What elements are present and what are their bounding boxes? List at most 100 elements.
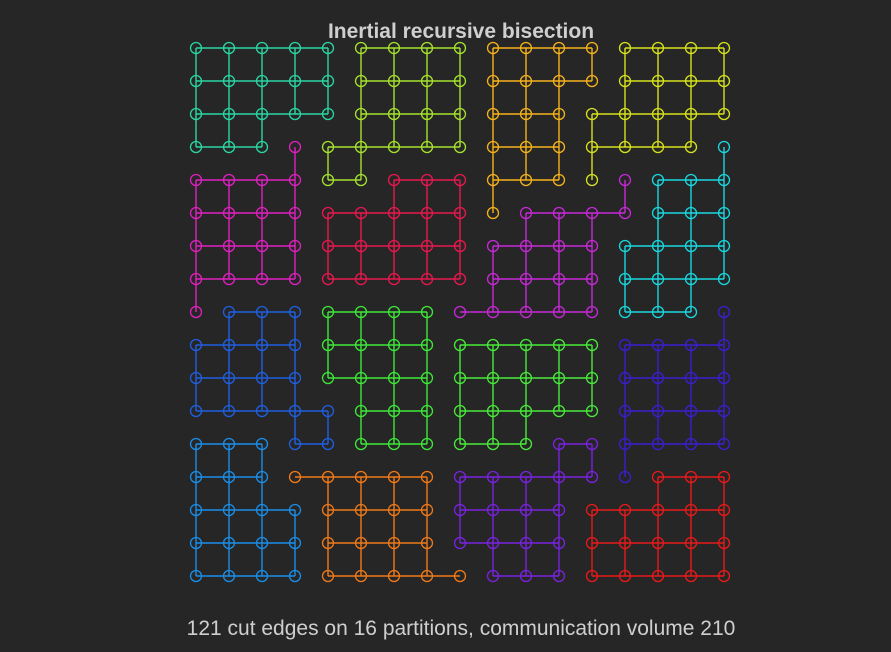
mesh-node [222, 371, 236, 385]
mesh-node [717, 371, 731, 385]
mesh-node [684, 239, 698, 253]
mesh-node [585, 569, 599, 583]
mesh-node [651, 503, 665, 517]
mesh-node [486, 305, 500, 319]
mesh-node [354, 437, 368, 451]
mesh-node [354, 470, 368, 484]
mesh-node [321, 272, 335, 286]
mesh-node [486, 569, 500, 583]
mesh-node [651, 470, 665, 484]
mesh-node [189, 173, 203, 187]
mesh-node [486, 536, 500, 550]
mesh-node [387, 404, 401, 418]
mesh-node [585, 470, 599, 484]
mesh-node [189, 305, 203, 319]
mesh-node [288, 272, 302, 286]
mesh-node [387, 41, 401, 55]
mesh-node [486, 371, 500, 385]
mesh-node [453, 206, 467, 220]
mesh-node [387, 437, 401, 451]
mesh-node [420, 338, 434, 352]
mesh-node [255, 371, 269, 385]
mesh-node [288, 41, 302, 55]
mesh-node [651, 41, 665, 55]
mesh-node [255, 437, 269, 451]
mesh-node [387, 272, 401, 286]
mesh-node [288, 470, 302, 484]
mesh-node [354, 74, 368, 88]
mesh-node [354, 239, 368, 253]
mesh-node [453, 173, 467, 187]
partition-7 [618, 140, 731, 319]
mesh-node [288, 338, 302, 352]
mesh-node [288, 305, 302, 319]
mesh-node [684, 338, 698, 352]
mesh-node [486, 239, 500, 253]
mesh-node [453, 239, 467, 253]
mesh-node [585, 107, 599, 121]
mesh-node [420, 41, 434, 55]
mesh-node [486, 140, 500, 154]
mesh-node [288, 140, 302, 154]
mesh-node [651, 140, 665, 154]
mesh-node [255, 404, 269, 418]
mesh-node [321, 404, 335, 418]
mesh-node [585, 206, 599, 220]
mesh-node [321, 437, 335, 451]
mesh-node [651, 173, 665, 187]
mesh-node [420, 536, 434, 550]
mesh-node [717, 173, 731, 187]
mesh-node [618, 503, 632, 517]
mesh-node [288, 569, 302, 583]
mesh-node [552, 272, 566, 286]
mesh-node [222, 437, 236, 451]
mesh-node [387, 503, 401, 517]
mesh-node [189, 239, 203, 253]
mesh-node [651, 404, 665, 418]
mesh-node [585, 503, 599, 517]
mesh-node [453, 305, 467, 319]
mesh-node [354, 404, 368, 418]
mesh-node [255, 140, 269, 154]
mesh-node [519, 470, 533, 484]
partition-12 [189, 437, 302, 583]
mesh-node [321, 503, 335, 517]
mesh-node [519, 503, 533, 517]
mesh-node [453, 437, 467, 451]
mesh-node [519, 140, 533, 154]
mesh-node [354, 305, 368, 319]
mesh-node [651, 305, 665, 319]
mesh-node [321, 338, 335, 352]
mesh-node [618, 173, 632, 187]
mesh-node [321, 74, 335, 88]
mesh-node [552, 74, 566, 88]
mesh-node [387, 470, 401, 484]
mesh-node [387, 206, 401, 220]
mesh-node [486, 437, 500, 451]
mesh-node [618, 272, 632, 286]
mesh-node [453, 470, 467, 484]
mesh-node [552, 305, 566, 319]
mesh-node [255, 569, 269, 583]
mesh-node [255, 536, 269, 550]
mesh-node [288, 503, 302, 517]
mesh-node [717, 239, 731, 253]
mesh-node [519, 305, 533, 319]
partition-summary-caption: 121 cut edges on 16 partitions, communic… [186, 617, 736, 640]
mesh-node [321, 470, 335, 484]
mesh-node [453, 371, 467, 385]
mesh-node [222, 569, 236, 583]
mesh-node [222, 107, 236, 121]
mesh-node [585, 305, 599, 319]
mesh-node [519, 569, 533, 583]
mesh-node [222, 173, 236, 187]
mesh-node [651, 206, 665, 220]
mesh-node [387, 569, 401, 583]
mesh-node [519, 338, 533, 352]
mesh-node [387, 338, 401, 352]
mesh-node [255, 239, 269, 253]
mesh-node [288, 74, 302, 88]
mesh-node [420, 305, 434, 319]
mesh-node [552, 470, 566, 484]
mesh-node [651, 338, 665, 352]
